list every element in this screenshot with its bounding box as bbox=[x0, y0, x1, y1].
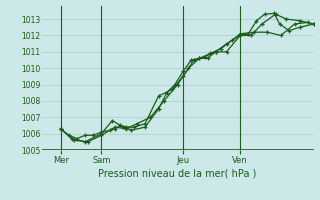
X-axis label: Pression niveau de la mer( hPa ): Pression niveau de la mer( hPa ) bbox=[99, 169, 257, 179]
